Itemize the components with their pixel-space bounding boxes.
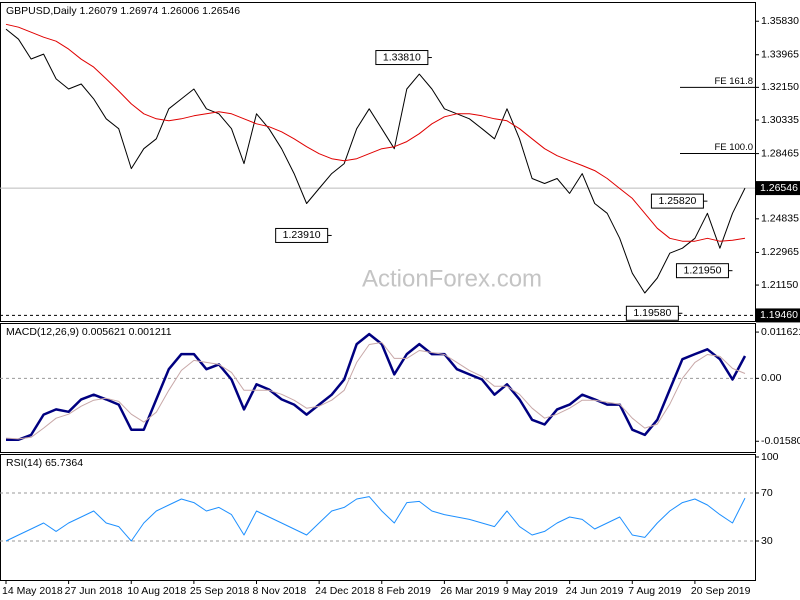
panel-frame — [0, 454, 756, 581]
x-tick-label: 24 Dec 2018 — [315, 585, 375, 597]
y-tick-label: 1.30335 — [761, 114, 799, 126]
annotation-label: 1.25820 — [658, 195, 696, 207]
y-tick-label: 1.35830 — [761, 15, 799, 27]
y-tick-label: -0.015803 — [761, 435, 800, 447]
y-tick-label: 1.21150 — [761, 279, 798, 291]
support-marker — [756, 308, 800, 323]
support-marker-label: 1.19460 — [760, 309, 798, 321]
y-tick-label: 30 — [761, 535, 773, 547]
panel-frame — [0, 323, 756, 453]
annotation-label: 1.23910 — [283, 229, 321, 241]
series-line — [5, 23, 746, 242]
y-tick-label: 1.22965 — [761, 246, 799, 258]
fib-label: FE 161.8 — [714, 76, 753, 87]
x-tick-label: 25 Sep 2018 — [190, 585, 250, 597]
price-marker — [756, 181, 800, 196]
fib-label: FE 100.0 — [714, 142, 753, 153]
panel-title: MACD(12,26,9) 0.005621 0.001211 — [6, 326, 172, 338]
x-tick-label: 14 May 2018 — [2, 585, 63, 597]
annotation-label: 1.21950 — [683, 264, 721, 276]
price-marker-label: 1.26546 — [760, 182, 798, 194]
x-tick-label: 10 Aug 2018 — [127, 585, 186, 597]
annotation-label: 1.33810 — [383, 51, 421, 63]
series-line — [5, 28, 746, 294]
annotation-label: 1.19580 — [633, 307, 671, 319]
series-line — [5, 342, 746, 440]
y-tick-label: 0.011621 — [761, 326, 800, 338]
x-tick-label: 8 Feb 2019 — [378, 585, 431, 597]
panel-title: GBPUSD,Daily 1.26079 1.26974 1.26006 1.2… — [6, 5, 240, 17]
x-tick-label: 20 Sep 2019 — [691, 585, 751, 597]
x-tick-label: 24 Jun 2019 — [566, 585, 624, 597]
series-line — [6, 332, 747, 441]
y-tick-label: 70 — [761, 487, 773, 499]
x-tick-label: 9 May 2019 — [503, 585, 558, 597]
y-tick-label: 0.00 — [761, 372, 782, 384]
y-tick-label: 1.24835 — [761, 213, 799, 225]
x-tick-label: 27 Jun 2018 — [65, 585, 123, 597]
x-tick-label: 8 Nov 2018 — [253, 585, 307, 597]
watermark: ActionForex.com — [362, 265, 542, 292]
x-tick-label: 7 Aug 2019 — [628, 585, 681, 597]
y-tick-label: 100 — [761, 451, 779, 463]
y-tick-label: 1.32150 — [761, 81, 799, 93]
series-line — [5, 496, 746, 542]
panel-frame — [0, 2, 756, 322]
y-tick-label: 1.33965 — [761, 49, 799, 61]
x-tick-label: 26 Mar 2019 — [440, 585, 499, 597]
y-tick-label: 1.28465 — [761, 147, 799, 159]
panel-title: RSI(14) 65.7364 — [6, 457, 83, 469]
